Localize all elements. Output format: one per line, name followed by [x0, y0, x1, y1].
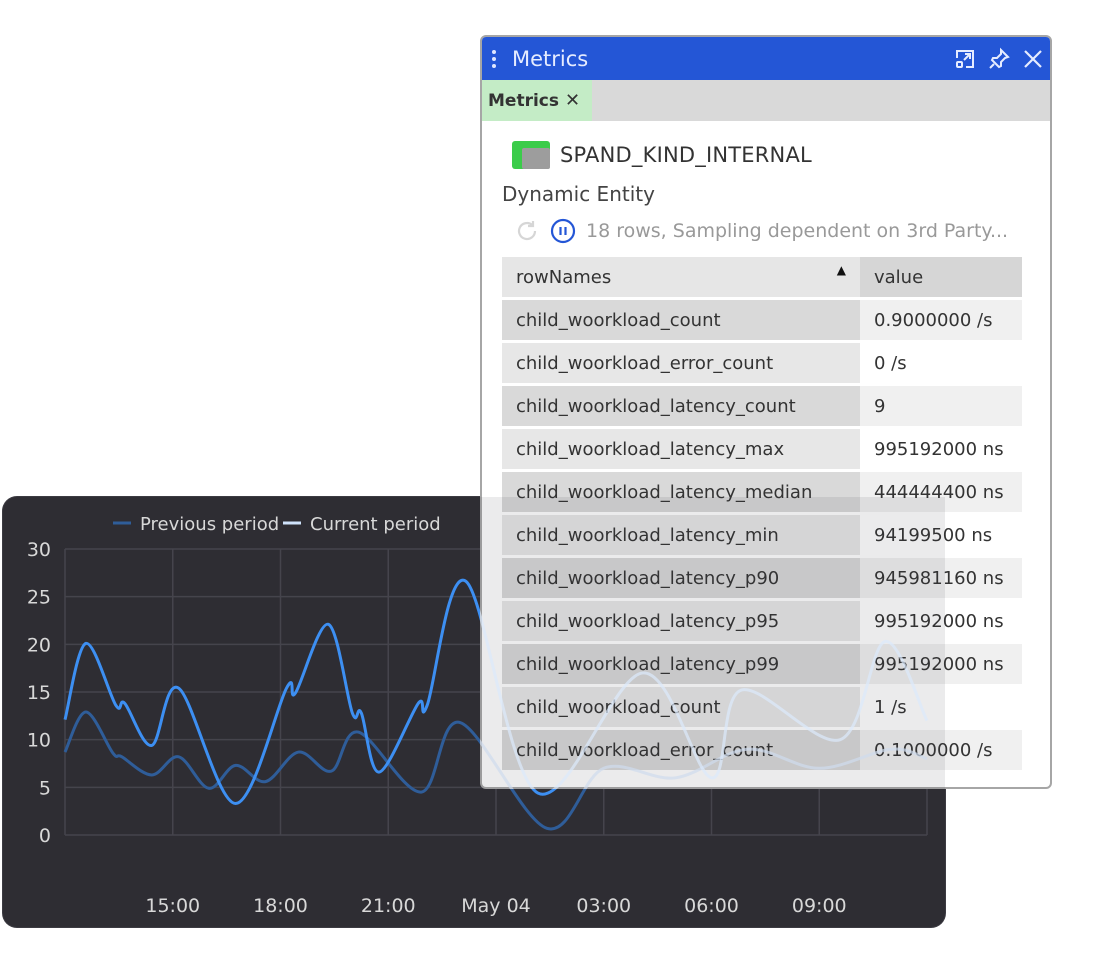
x-tick-label: 18:00 [253, 895, 308, 917]
y-tick-label: 30 [27, 539, 51, 561]
y-tick-label: 10 [27, 730, 51, 752]
entity-subtitle: Dynamic Entity [502, 182, 655, 206]
pin-icon[interactable] [982, 42, 1016, 76]
tab-bar: Metrics ✕ [482, 80, 1050, 121]
column-header-value[interactable]: value [860, 257, 1022, 297]
row-name-cell: child_woorkload_error_count [502, 343, 860, 383]
row-value-cell: 9 [860, 386, 1022, 426]
metrics-table: rowNames ▲ value child_woorkload_count 0.9… [502, 254, 1022, 773]
row-name-cell: child_woorkload_count [502, 687, 860, 727]
tab-metrics[interactable]: Metrics ✕ [482, 80, 593, 121]
row-name-cell: child_woorkload_error_count [502, 730, 860, 770]
table-row[interactable]: child_woorkload_latency_p95 995192000 ns [502, 601, 1022, 641]
x-tick-label: 09:00 [792, 895, 847, 917]
row-value-cell: 1 /s [860, 687, 1022, 727]
table-row[interactable]: child_woorkload_count 0.9000000 /s [502, 300, 1022, 340]
x-tick-label: May 04 [461, 895, 531, 917]
legend-label: Current period [310, 514, 441, 535]
row-name-cell: child_woorkload_count [502, 300, 860, 340]
row-value-cell: 0.1000000 /s [860, 730, 1022, 770]
row-name-cell: child_woorkload_latency_median [502, 472, 860, 512]
entity-type-icon [512, 141, 550, 169]
row-value-cell: 995192000 ns [860, 429, 1022, 469]
popout-icon[interactable] [948, 42, 982, 76]
y-tick-label: 15 [27, 682, 51, 704]
tab-label: Metrics [488, 90, 559, 111]
x-tick-label: 15:00 [145, 895, 200, 917]
close-icon[interactable] [1016, 42, 1050, 76]
pause-icon[interactable] [550, 218, 576, 244]
y-tick-label: 20 [27, 634, 51, 656]
x-tick-label: 21:00 [361, 895, 416, 917]
row-value-cell: 444444400 ns [860, 472, 1022, 512]
sort-ascending-icon: ▲ [836, 263, 846, 277]
tab-close-icon[interactable]: ✕ [564, 90, 581, 111]
row-name-cell: child_woorkload_latency_p90 [502, 558, 860, 598]
row-name-cell: child_woorkload_latency_min [502, 515, 860, 555]
metrics-panel: Metrics Metrics ✕ SPAND_KIND_INTERNAL Dy… [480, 35, 1052, 789]
table-row[interactable]: child_woorkload_latency_max 995192000 ns [502, 429, 1022, 469]
row-name-cell: child_woorkload_latency_count [502, 386, 860, 426]
row-value-cell: 945981160 ns [860, 558, 1022, 598]
column-header-rownames[interactable]: rowNames ▲ [502, 257, 860, 297]
entity-header: SPAND_KIND_INTERNAL [512, 141, 1050, 169]
kebab-menu-icon[interactable] [482, 49, 506, 68]
table-row[interactable]: child_woorkload_latency_min 94199500 ns [502, 515, 1022, 555]
table-row[interactable]: child_woorkload_latency_median 444444400 … [502, 472, 1022, 512]
panel-titlebar[interactable]: Metrics [482, 37, 1050, 80]
row-name-cell: child_woorkload_latency_max [502, 429, 860, 469]
legend-label: Previous period [140, 514, 279, 535]
row-name-cell: child_woorkload_latency_p95 [502, 601, 860, 641]
row-value-cell: 0 /s [860, 343, 1022, 383]
row-value-cell: 995192000 ns [860, 644, 1022, 684]
panel-title: Metrics [512, 46, 589, 71]
row-name-cell: child_woorkload_latency_p99 [502, 644, 860, 684]
entity-name: SPAND_KIND_INTERNAL [560, 143, 812, 167]
y-tick-label: 25 [27, 587, 51, 609]
status-text: 18 rows, Sampling dependent on 3rd Party… [586, 220, 1009, 242]
table-row[interactable]: child_woorkload_error_count 0.1000000 /s [502, 730, 1022, 770]
table-row[interactable]: child_woorkload_latency_p90 945981160 ns [502, 558, 1022, 598]
row-value-cell: 0.9000000 /s [860, 300, 1022, 340]
table-row[interactable]: child_woorkload_latency_count 9 [502, 386, 1022, 426]
table-row[interactable]: child_woorkload_latency_p99 995192000 ns [502, 644, 1022, 684]
table-row[interactable]: child_woorkload_count 1 /s [502, 687, 1022, 727]
x-tick-label: 03:00 [576, 895, 631, 917]
row-value-cell: 94199500 ns [860, 515, 1022, 555]
refresh-icon[interactable] [514, 218, 540, 244]
row-value-cell: 995192000 ns [860, 601, 1022, 641]
x-tick-label: 06:00 [684, 895, 739, 917]
status-bar: 18 rows, Sampling dependent on 3rd Party… [514, 218, 1050, 244]
y-tick-label: 5 [39, 777, 51, 799]
table-row[interactable]: child_woorkload_error_count 0 /s [502, 343, 1022, 383]
y-tick-label: 0 [39, 825, 51, 847]
